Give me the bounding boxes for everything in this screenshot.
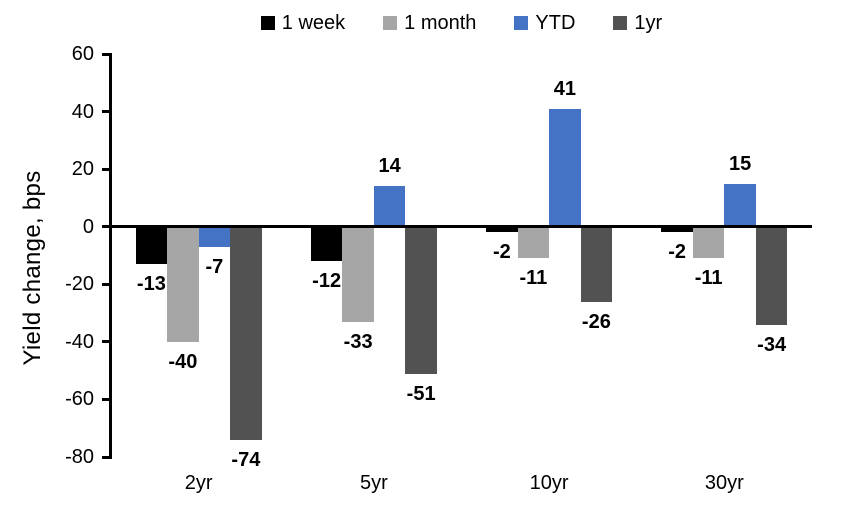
y-tick-mark-40 [102, 340, 112, 344]
y-tick-mark-20 [102, 167, 112, 171]
data-label-1-week-10yr: -2 [492, 241, 511, 264]
legend-marker-1yr [613, 16, 628, 30]
y-tick-label-0: 0 [82, 215, 94, 238]
x-category-label-5yr: 5yr [359, 472, 388, 494]
legend-item-1-month: 1 month [383, 13, 476, 33]
y-tick-mark-60 [102, 52, 112, 56]
bar-ytd-2yr [198, 226, 231, 247]
y-tick-mark-80 [102, 455, 112, 459]
y-tick-label-20: 20 [71, 158, 94, 181]
bar-1-month-10yr [517, 226, 550, 259]
x-category-label-10yr: 10yr [529, 472, 569, 494]
y-tick-mark-0 [102, 225, 112, 229]
bar-1yr-30yr [755, 226, 788, 325]
data-label-1-month-5yr: -33 [343, 330, 373, 353]
y-axis-line [109, 52, 112, 459]
legend-item-ytd: YTD [514, 13, 575, 33]
legend-label-1-month: 1 month [404, 12, 477, 34]
y-axis-title: Yield change, bps [19, 170, 46, 366]
legend-label-1yr: 1yr [634, 12, 663, 34]
data-label-1-month-10yr: -11 [519, 267, 548, 290]
y-tick-label-40: -40 [65, 330, 94, 353]
legend-label-ytd: YTD [535, 12, 576, 34]
data-label-ytd-10yr: 41 [553, 77, 576, 100]
data-label-ytd-2yr: -7 [205, 255, 224, 278]
bar-ytd-10yr [549, 108, 581, 227]
data-label-ytd-30yr: 15 [729, 152, 752, 175]
data-label-1yr-5yr: -51 [406, 382, 436, 405]
bar-1yr-10yr [580, 226, 613, 302]
bar-1yr-2yr [230, 226, 262, 440]
bar-ytd-5yr [373, 186, 406, 227]
legend-marker-1-month [383, 16, 398, 30]
y-tick-mark-20 [102, 282, 112, 286]
bar-1-week-10yr [486, 226, 518, 233]
legend-item-1-week: 1 week [260, 12, 346, 34]
data-label-1yr-30yr: -34 [757, 333, 787, 356]
data-label-1yr-2yr: -74 [231, 448, 261, 471]
data-label-1-month-2yr: -40 [168, 350, 198, 373]
bar-1yr-5yr [405, 226, 437, 374]
bar-ytd-30yr [724, 183, 756, 227]
y-tick-label-60: 60 [71, 43, 94, 65]
data-label-1-week-30yr: -2 [668, 241, 687, 264]
bar-1-month-30yr [692, 226, 725, 259]
legend-marker-ytd [514, 16, 529, 30]
y-tick-mark-60 [102, 397, 112, 401]
chart-legend: 1 week 1 month YTD 1yr [111, 7, 812, 39]
legend-marker-1-week [260, 16, 275, 30]
y-tick-label-80: -80 [65, 446, 94, 468]
y-tick-label-20: -20 [65, 273, 94, 296]
bar-1-week-2yr [135, 226, 168, 265]
y-tick-label-60: -60 [65, 388, 94, 411]
data-label-1-week-5yr: -12 [312, 270, 342, 293]
data-label-ytd-5yr: 14 [378, 155, 401, 178]
legend-item-1yr: 1yr [613, 13, 662, 33]
x-category-label-30yr: 30yr [704, 472, 744, 494]
data-label-1yr-10yr: -26 [581, 310, 611, 333]
bar-1-month-2yr [167, 226, 199, 342]
bar-1-week-30yr [661, 226, 693, 233]
y-tick-mark-40 [102, 110, 112, 114]
x-axis-zero-line [109, 225, 812, 229]
data-label-1-week-2yr: -13 [136, 273, 166, 296]
bar-1-week-5yr [310, 226, 343, 262]
legend-label-1-week: 1 week [281, 12, 346, 34]
x-category-label-2yr: 2yr [184, 472, 213, 494]
y-tick-label-40: 40 [71, 100, 94, 123]
bar-1-month-5yr [342, 226, 374, 322]
data-label-1-month-30yr: -11 [694, 267, 723, 290]
